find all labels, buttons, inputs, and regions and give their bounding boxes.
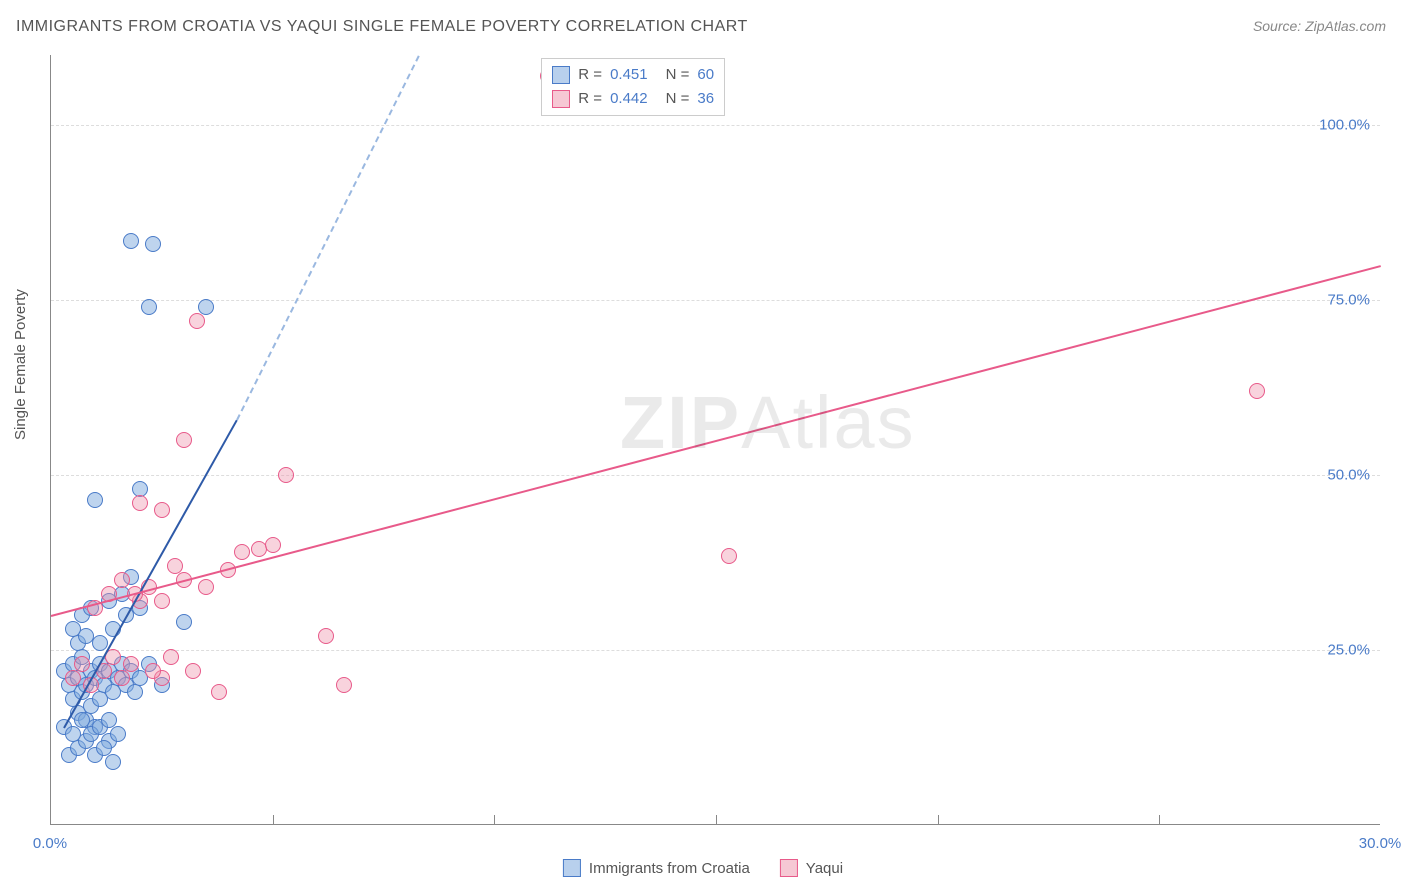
data-point bbox=[141, 299, 157, 315]
data-point bbox=[163, 649, 179, 665]
data-point bbox=[87, 492, 103, 508]
data-point bbox=[110, 726, 126, 742]
data-point bbox=[92, 635, 108, 651]
stats-row: R = 0.442 N = 36 bbox=[552, 87, 714, 111]
data-point bbox=[65, 670, 81, 686]
gridline-horizontal bbox=[51, 650, 1380, 651]
data-point bbox=[154, 502, 170, 518]
data-point bbox=[123, 656, 139, 672]
legend-swatch bbox=[552, 66, 570, 84]
data-point bbox=[336, 677, 352, 693]
data-point bbox=[114, 670, 130, 686]
source-attribution: Source: ZipAtlas.com bbox=[1253, 18, 1386, 34]
n-label: N = bbox=[666, 63, 690, 87]
data-point bbox=[132, 495, 148, 511]
legend-item: Immigrants from Croatia bbox=[563, 859, 750, 877]
r-label: R = bbox=[578, 63, 602, 87]
y-tick-label: 75.0% bbox=[1327, 292, 1370, 309]
data-point bbox=[211, 684, 227, 700]
data-point bbox=[101, 712, 117, 728]
stats-row: R = 0.451 N = 60 bbox=[552, 63, 714, 87]
legend-swatch bbox=[563, 859, 581, 877]
series-legend: Immigrants from Croatia Yaqui bbox=[563, 859, 843, 877]
data-point bbox=[318, 628, 334, 644]
gridline-horizontal bbox=[51, 125, 1380, 126]
data-point bbox=[114, 572, 130, 588]
data-point bbox=[145, 236, 161, 252]
data-point bbox=[123, 233, 139, 249]
data-point bbox=[278, 467, 294, 483]
r-value: 0.451 bbox=[610, 63, 648, 87]
gridline-vertical bbox=[494, 815, 495, 825]
data-point bbox=[189, 313, 205, 329]
data-point bbox=[176, 614, 192, 630]
data-point bbox=[176, 432, 192, 448]
data-point bbox=[721, 548, 737, 564]
data-point bbox=[265, 537, 281, 553]
plot-area: 25.0% 50.0% 75.0% 100.0% bbox=[50, 55, 1380, 825]
gridline-vertical bbox=[1159, 815, 1160, 825]
r-label: R = bbox=[578, 87, 602, 111]
gridline-vertical bbox=[273, 815, 274, 825]
trend-line bbox=[236, 56, 420, 421]
r-value: 0.442 bbox=[610, 87, 648, 111]
correlation-stats-box: R = 0.451 N = 60 R = 0.442 N = 36 bbox=[541, 58, 725, 116]
x-tick-label: 0.0% bbox=[33, 835, 67, 852]
y-tick-label: 50.0% bbox=[1327, 467, 1370, 484]
n-label: N = bbox=[666, 87, 690, 111]
n-value: 36 bbox=[697, 87, 714, 111]
gridline-vertical bbox=[938, 815, 939, 825]
legend-swatch bbox=[552, 90, 570, 108]
data-point bbox=[65, 726, 81, 742]
data-point bbox=[74, 656, 90, 672]
y-axis-title: Single Female Poverty bbox=[12, 289, 29, 440]
gridline-vertical bbox=[716, 815, 717, 825]
data-point bbox=[127, 684, 143, 700]
n-value: 60 bbox=[697, 63, 714, 87]
data-point bbox=[154, 593, 170, 609]
chart-title: IMMIGRANTS FROM CROATIA VS YAQUI SINGLE … bbox=[16, 18, 748, 36]
trend-line bbox=[51, 265, 1382, 617]
gridline-horizontal bbox=[51, 475, 1380, 476]
legend-item: Yaqui bbox=[780, 859, 843, 877]
x-tick-label: 30.0% bbox=[1359, 835, 1402, 852]
data-point bbox=[198, 299, 214, 315]
data-point bbox=[185, 663, 201, 679]
data-point bbox=[145, 663, 161, 679]
data-point bbox=[234, 544, 250, 560]
legend-label: Immigrants from Croatia bbox=[589, 860, 750, 877]
legend-swatch bbox=[780, 859, 798, 877]
gridline-horizontal bbox=[51, 300, 1380, 301]
data-point bbox=[198, 579, 214, 595]
legend-label: Yaqui bbox=[806, 860, 843, 877]
y-tick-label: 25.0% bbox=[1327, 642, 1370, 659]
data-point bbox=[105, 754, 121, 770]
y-tick-label: 100.0% bbox=[1319, 117, 1370, 134]
data-point bbox=[1249, 383, 1265, 399]
